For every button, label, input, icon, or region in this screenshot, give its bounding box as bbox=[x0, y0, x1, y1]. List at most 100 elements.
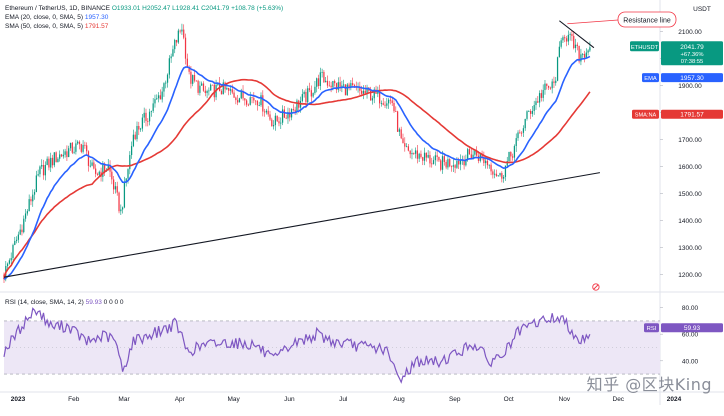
candle-body bbox=[519, 132, 521, 134]
candle-body bbox=[380, 103, 383, 105]
candle-body bbox=[247, 104, 250, 106]
time-tick-label: Mar bbox=[118, 396, 130, 403]
candle-body bbox=[69, 142, 72, 149]
candle-body bbox=[93, 162, 95, 169]
candle-body bbox=[573, 35, 575, 49]
candle-body bbox=[271, 119, 273, 127]
candle-body bbox=[143, 112, 145, 118]
candle-body bbox=[274, 115, 277, 126]
candle-body bbox=[377, 90, 379, 94]
candle-body bbox=[308, 88, 311, 91]
candle-body bbox=[490, 164, 492, 172]
candle-body bbox=[80, 144, 82, 152]
ethusdt-price-text: 2041.79 bbox=[680, 44, 704, 51]
candle-body bbox=[414, 150, 417, 154]
candle-body bbox=[400, 129, 402, 139]
candle-body bbox=[587, 50, 589, 53]
candle-body bbox=[373, 89, 375, 99]
candle-body bbox=[436, 155, 438, 157]
candle-body bbox=[60, 154, 63, 157]
candle-body bbox=[258, 105, 260, 106]
future-marker-icon bbox=[592, 283, 600, 291]
candle-body bbox=[529, 111, 532, 114]
candle-body bbox=[312, 93, 314, 97]
future-marker-slash bbox=[593, 284, 599, 290]
candle-body bbox=[537, 101, 539, 103]
candle-body bbox=[465, 159, 467, 166]
candle-body bbox=[53, 152, 55, 166]
candle-body bbox=[111, 171, 113, 180]
rsi-tick-label: 60.00 bbox=[682, 332, 699, 339]
candle-body bbox=[254, 100, 257, 102]
candle-body bbox=[235, 97, 237, 101]
candle-body bbox=[12, 244, 14, 259]
candle-body bbox=[407, 146, 410, 151]
candle-body bbox=[50, 157, 52, 168]
candle-body bbox=[337, 82, 339, 90]
legend-symbol-line: Ethereum / TetherUS, 1D, BINANCE O1933.0… bbox=[5, 4, 283, 13]
candle-body bbox=[233, 92, 235, 98]
candle-body bbox=[420, 153, 422, 158]
candle-body bbox=[438, 156, 440, 161]
time-tick-label: Feb bbox=[68, 396, 80, 403]
candle-body bbox=[517, 132, 519, 139]
candle-body bbox=[585, 52, 587, 58]
candle-body bbox=[289, 112, 291, 118]
candle-body bbox=[346, 84, 348, 96]
candle-body bbox=[344, 84, 347, 96]
candle-body bbox=[511, 156, 514, 158]
candle-body bbox=[508, 151, 510, 162]
candle-body bbox=[427, 155, 429, 158]
candle-body bbox=[576, 44, 578, 46]
candle-body bbox=[68, 148, 70, 158]
rsi-badge-value-bg bbox=[661, 323, 723, 333]
candle-body bbox=[202, 83, 205, 91]
candle-body bbox=[32, 194, 34, 202]
candle-body bbox=[393, 103, 395, 112]
candle-body bbox=[387, 99, 390, 104]
legend-sma-line: SMA (50, close, 0, SMA, 5) 1791.57 bbox=[5, 22, 283, 31]
candle-body bbox=[161, 91, 163, 100]
candle-body bbox=[332, 80, 334, 88]
candle-body bbox=[127, 169, 129, 179]
candle-body bbox=[560, 40, 562, 47]
candle-body bbox=[116, 186, 118, 193]
candle-body bbox=[237, 100, 239, 103]
candle-body bbox=[193, 74, 196, 81]
candle-body bbox=[138, 126, 140, 130]
candle-body bbox=[51, 157, 54, 166]
time-tick-label: Jul bbox=[339, 396, 348, 403]
candle-body bbox=[136, 126, 138, 140]
candle-body bbox=[130, 146, 133, 156]
candle-body bbox=[208, 90, 210, 92]
sma-badge-label-bg bbox=[632, 109, 659, 119]
candle-body bbox=[391, 100, 393, 104]
candle-body bbox=[134, 134, 136, 140]
candle-body bbox=[574, 44, 577, 49]
time-tick-label: Dec bbox=[613, 396, 625, 403]
candle-body bbox=[443, 156, 445, 162]
price-axis: 1200.00 1300.00 1400.00 1500.00 1600.00 1700.… bbox=[660, 29, 702, 279]
candle-body bbox=[15, 239, 18, 242]
ema-badge: EMA 1957.30 bbox=[642, 73, 723, 83]
candle-body bbox=[470, 154, 472, 160]
candle-body bbox=[389, 99, 392, 101]
candle-body bbox=[366, 87, 368, 94]
legend-rsi-value: 59.93 bbox=[85, 299, 102, 306]
rsi-legend: RSI (14, close, SMA, 14, 2) 59.93 0 0 0 … bbox=[5, 298, 124, 307]
candle-body bbox=[520, 132, 523, 134]
candle-body bbox=[174, 39, 176, 50]
candle-body bbox=[260, 95, 262, 106]
candle-body bbox=[8, 260, 11, 264]
ema-badge-value-bg bbox=[661, 73, 723, 83]
candle-body bbox=[341, 85, 343, 87]
candle-body bbox=[348, 84, 350, 88]
candle-body bbox=[483, 156, 485, 164]
candle-body bbox=[197, 80, 199, 93]
candle-body bbox=[226, 88, 228, 90]
candle-body bbox=[555, 80, 557, 83]
candle-body bbox=[294, 109, 296, 112]
ethusdt-change-text: +67.36% bbox=[680, 52, 703, 58]
candle-body bbox=[540, 93, 543, 98]
ethusdt-price-badge: ETHUSDT 2041.79+67.36%07:38:55 bbox=[630, 41, 723, 66]
